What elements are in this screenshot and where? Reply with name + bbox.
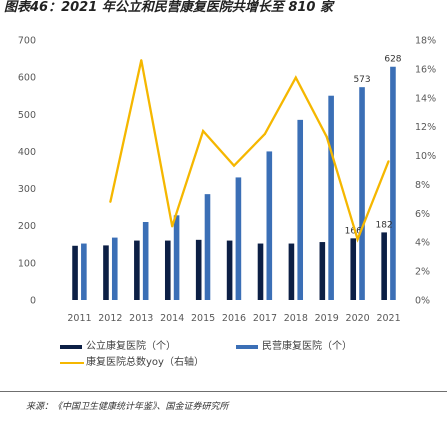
y-left-tick-label: 300 xyxy=(18,184,36,195)
bar-series xyxy=(72,66,396,301)
footer-divider xyxy=(0,391,447,392)
yoy-point-2017 xyxy=(263,132,267,135)
bar-public-2019 xyxy=(319,242,326,300)
bar-private-2015 xyxy=(204,194,211,300)
legend-label-yoy: 康复医院总数yoy（右轴） xyxy=(86,357,204,368)
yoy-point-2021 xyxy=(387,160,390,163)
y-axis-left-labels: 0 100 200 300 400 500 600 700 xyxy=(18,36,36,307)
y-right-tick-label: 16% xyxy=(415,64,436,75)
y-right-tick-label: 0% xyxy=(415,296,430,307)
bar-public-2021 xyxy=(381,232,387,300)
y-axis-right-labels: 0% 2% 4% 6% 8% 10% 12% 14% 16% 18% xyxy=(415,36,436,307)
x-tick-label: 2021 xyxy=(376,313,400,324)
yoy-point-2015 xyxy=(201,129,205,133)
bar-public-2013 xyxy=(134,240,140,300)
x-tick-label: 2019 xyxy=(315,313,339,324)
y-left-tick-label: 700 xyxy=(18,36,36,47)
yoy-point-2013 xyxy=(140,59,143,62)
x-tick-label: 2013 xyxy=(129,313,153,324)
yoy-line-path xyxy=(109,59,390,243)
x-tick-label: 2017 xyxy=(253,313,277,324)
y-left-tick-label: 100 xyxy=(18,258,36,269)
y-right-tick-label: 18% xyxy=(415,36,436,47)
bar-data-labels: 166 182 573 628 xyxy=(345,55,402,237)
legend-label-public: 公立康复医院（个） xyxy=(86,341,176,352)
bar-private-value-label: 573 xyxy=(353,75,370,85)
x-axis-labels: 2011 2012 2013 2014 2015 2016 2017 2018 2019 2020… xyxy=(67,313,400,324)
legend-label-private: 民营康复医院（个） xyxy=(262,341,352,352)
y-left-tick-label: 400 xyxy=(18,147,36,158)
yoy-point-2016 xyxy=(232,164,236,167)
legend-swatch-private xyxy=(236,345,258,349)
bar-private-2019 xyxy=(328,95,334,300)
y-right-tick-label: 14% xyxy=(415,93,436,104)
y-right-tick-label: 6% xyxy=(415,209,430,220)
x-tick-label: 2020 xyxy=(346,313,370,324)
bar-public-2012 xyxy=(103,245,109,300)
bar-private-2017 xyxy=(266,151,273,300)
x-tick-label: 2015 xyxy=(191,313,215,324)
legend-swatch-yoy xyxy=(60,362,84,364)
y-left-tick-label: 200 xyxy=(18,221,36,232)
bar-public-2020 xyxy=(350,238,357,300)
bar-private-2013 xyxy=(142,222,149,300)
x-tick-label: 2014 xyxy=(160,313,184,324)
bar-public-2011 xyxy=(72,245,78,300)
y-right-tick-label: 2% xyxy=(415,267,430,278)
y-right-tick-label: 8% xyxy=(415,180,430,191)
x-tick-label: 2012 xyxy=(98,313,122,324)
bar-public-2014 xyxy=(164,240,171,300)
yoy-point-2012 xyxy=(109,200,112,203)
y-left-tick-label: 0 xyxy=(30,296,36,307)
source-note: 来源：《中国卫生健康统计年鉴》、国金证券研究所 xyxy=(26,402,229,412)
y-left-tick-label: 600 xyxy=(18,73,36,84)
bar-private-2014 xyxy=(173,215,180,300)
x-tick-label: 2016 xyxy=(222,313,246,324)
bar-public-value-label: 166 xyxy=(345,226,362,236)
bar-private-2016 xyxy=(235,177,242,300)
bar-public-2018 xyxy=(288,243,295,300)
bar-private-2011 xyxy=(81,243,87,300)
chart-title: 图表46：2021 年公立和民营康复医院共增长至 810 家 xyxy=(4,0,333,15)
bar-private-2021 xyxy=(390,66,396,300)
bar-private-2020 xyxy=(359,87,365,301)
x-tick-label: 2018 xyxy=(284,313,308,324)
y-left-tick-label: 500 xyxy=(18,110,36,121)
y-right-tick-label: 12% xyxy=(415,122,436,133)
yoy-point-2018 xyxy=(294,76,297,79)
bar-public-2016 xyxy=(226,240,233,300)
x-tick-label: 2011 xyxy=(67,313,91,324)
y-right-tick-label: 10% xyxy=(415,151,436,162)
yoy-point-2019 xyxy=(325,135,328,138)
bar-public-2017 xyxy=(257,243,264,300)
chart-plot: 0 100 200 300 400 500 600 700 0% 2% 4% 6% 8% 10% 12% 1… xyxy=(18,36,436,325)
yoy-line-series xyxy=(109,59,390,243)
bar-private-value-label: 628 xyxy=(384,55,401,65)
yoy-point-2020 xyxy=(356,238,359,241)
legend-swatch-public xyxy=(60,345,82,349)
bar-private-2012 xyxy=(111,237,118,300)
bar-public-value-label: 182 xyxy=(376,220,393,230)
bar-private-2018 xyxy=(297,119,304,300)
bar-public-2015 xyxy=(195,239,202,300)
yoy-point-2014 xyxy=(171,225,174,228)
y-right-tick-label: 4% xyxy=(415,238,430,249)
